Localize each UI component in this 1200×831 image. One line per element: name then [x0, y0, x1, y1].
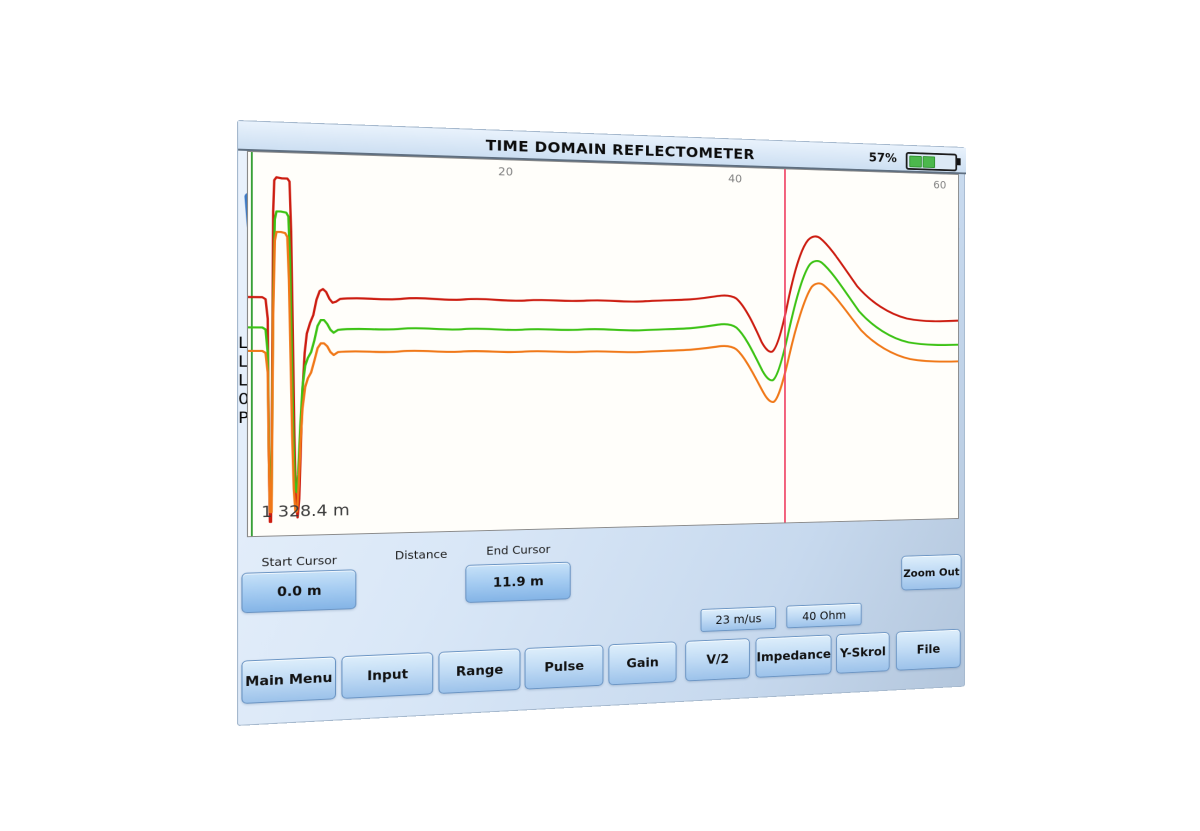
reflection: TIME DOMAIN REFLECTOMETER 57% [237, 120, 966, 726]
reflection-clone-host: TIME DOMAIN REFLECTOMETER 57% [237, 120, 966, 726]
perspective-wrapper: TIME DOMAIN REFLECTOMETER 57% [237, 120, 966, 831]
